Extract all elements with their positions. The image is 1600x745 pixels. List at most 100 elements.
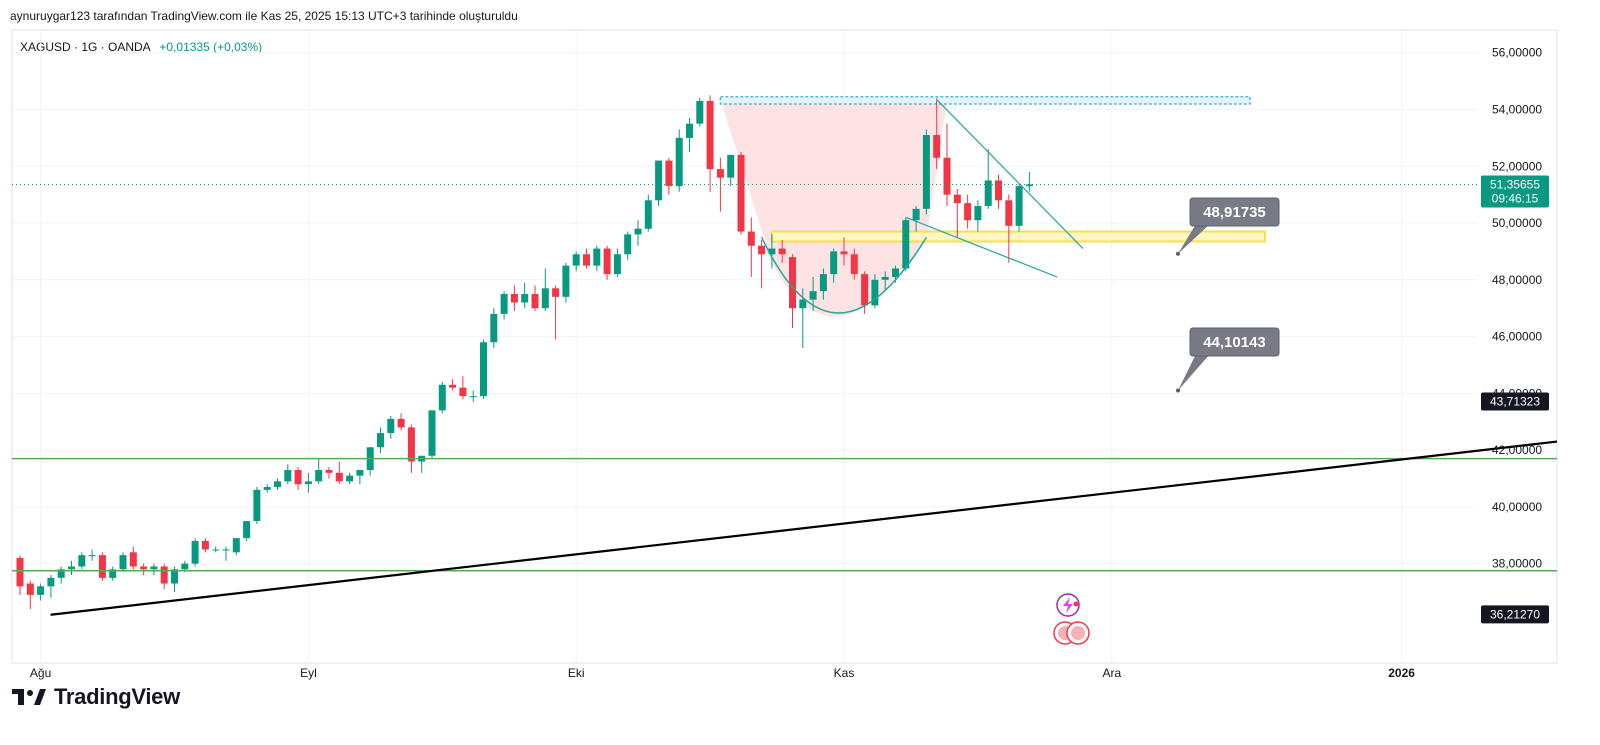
- candle-body[interactable]: [974, 205, 982, 221]
- candle-body[interactable]: [892, 268, 899, 277]
- candle-body[interactable]: [335, 472, 343, 482]
- candle-body[interactable]: [377, 433, 384, 448]
- symbol-legend[interactable]: XAGUSD · 1G · OANDA +0,01335 (+0,03%): [20, 40, 262, 54]
- candle-body[interactable]: [902, 220, 910, 269]
- candle-body[interactable]: [346, 475, 354, 482]
- candle-body[interactable]: [26, 583, 34, 595]
- candle-body[interactable]: [78, 555, 86, 567]
- candle-body[interactable]: [861, 274, 869, 306]
- candle-body[interactable]: [325, 469, 333, 473]
- candle-body[interactable]: [407, 427, 415, 462]
- candle-body[interactable]: [500, 293, 508, 314]
- candle-body[interactable]: [232, 538, 240, 553]
- price-callout[interactable]: 44,10143: [1176, 327, 1280, 393]
- axis-price-label[interactable]: 36,21270: [1481, 605, 1549, 624]
- candle-body[interactable]: [222, 549, 230, 551]
- candle-body[interactable]: [562, 265, 570, 297]
- candle-body[interactable]: [284, 469, 292, 482]
- cup-arc[interactable]: [760, 236, 928, 314]
- candle-body[interactable]: [850, 254, 858, 275]
- candle-body[interactable]: [490, 313, 498, 343]
- candle-body[interactable]: [1025, 184, 1033, 187]
- candle-body[interactable]: [881, 276, 889, 280]
- candle-body[interactable]: [984, 180, 992, 206]
- candle-body[interactable]: [922, 135, 930, 209]
- axis-price-label[interactable]: 43,71323: [1481, 392, 1549, 411]
- candle-body[interactable]: [191, 540, 199, 564]
- candle-body[interactable]: [16, 557, 24, 587]
- candle-body[interactable]: [655, 160, 663, 201]
- candle-body[interactable]: [160, 566, 168, 584]
- candle-body[interactable]: [263, 487, 271, 490]
- candle-body[interactable]: [1005, 200, 1013, 226]
- candle-body[interactable]: [109, 569, 117, 578]
- candle-body[interactable]: [572, 254, 580, 266]
- candle-body[interactable]: [809, 291, 817, 300]
- candle-body[interactable]: [47, 577, 55, 587]
- candle-body[interactable]: [243, 521, 251, 539]
- resistance-box[interactable]: [719, 95, 1251, 105]
- candle-body[interactable]: [613, 254, 621, 275]
- candle-body[interactable]: [37, 586, 45, 595]
- candle-body[interactable]: [603, 248, 611, 275]
- candle-body[interactable]: [541, 288, 549, 309]
- candle-body[interactable]: [356, 469, 364, 476]
- candle-body[interactable]: [552, 288, 560, 297]
- candle-body[interactable]: [799, 299, 807, 309]
- candle-body[interactable]: [789, 257, 796, 309]
- candle-body[interactable]: [212, 549, 220, 551]
- candle-body[interactable]: [593, 248, 601, 266]
- candle-body[interactable]: [964, 203, 972, 221]
- candle-body[interactable]: [912, 208, 920, 221]
- candle-body[interactable]: [274, 481, 281, 488]
- candle-body[interactable]: [531, 293, 539, 309]
- candle-body[interactable]: [747, 231, 755, 246]
- candle-body[interactable]: [459, 387, 467, 397]
- candle-body[interactable]: [830, 251, 838, 275]
- candle-body[interactable]: [521, 293, 529, 303]
- candle-body[interactable]: [716, 169, 724, 178]
- candle-body[interactable]: [469, 396, 477, 398]
- candle-body[interactable]: [696, 100, 704, 124]
- candle-body[interactable]: [397, 418, 405, 428]
- candle-body[interactable]: [201, 540, 209, 550]
- candle-body[interactable]: [634, 228, 642, 235]
- candle-body[interactable]: [706, 100, 714, 170]
- candle-body[interactable]: [438, 384, 446, 411]
- candle-body[interactable]: [686, 123, 693, 138]
- candle-body[interactable]: [98, 555, 106, 578]
- candle-body[interactable]: [583, 254, 590, 266]
- candle-body[interactable]: [758, 245, 766, 255]
- candle-body[interactable]: [315, 469, 323, 482]
- candle-body[interactable]: [171, 569, 178, 584]
- candle-body[interactable]: [510, 293, 518, 303]
- candle-body[interactable]: [304, 481, 312, 485]
- candle-body[interactable]: [294, 469, 302, 485]
- candle-body[interactable]: [768, 248, 776, 255]
- candle-body[interactable]: [1015, 186, 1023, 226]
- candle-body[interactable]: [871, 279, 879, 306]
- candle-body[interactable]: [480, 342, 487, 397]
- candle-body[interactable]: [129, 552, 137, 567]
- candle-body[interactable]: [88, 555, 96, 557]
- candle-body[interactable]: [727, 154, 735, 178]
- candle-body[interactable]: [840, 251, 848, 255]
- symbol-label[interactable]: XAGUSD · 1G · OANDA: [20, 40, 151, 54]
- wedge-upper-line[interactable]: [936, 99, 1084, 249]
- candle-body[interactable]: [387, 418, 395, 434]
- ascending-trendline[interactable]: [50, 440, 1558, 616]
- wedge-lower-line[interactable]: [905, 216, 1058, 278]
- candle-body[interactable]: [150, 566, 158, 570]
- candle-body[interactable]: [140, 566, 148, 570]
- candle-body[interactable]: [819, 274, 827, 292]
- candle-body[interactable]: [428, 410, 436, 456]
- candle-body[interactable]: [57, 569, 65, 578]
- candle-body[interactable]: [675, 137, 683, 187]
- candle-body[interactable]: [665, 160, 673, 187]
- candle-body[interactable]: [253, 489, 261, 522]
- candle-body[interactable]: [953, 194, 961, 204]
- candle-body[interactable]: [778, 248, 786, 255]
- tradingview-logo[interactable]: TradingView: [12, 684, 180, 710]
